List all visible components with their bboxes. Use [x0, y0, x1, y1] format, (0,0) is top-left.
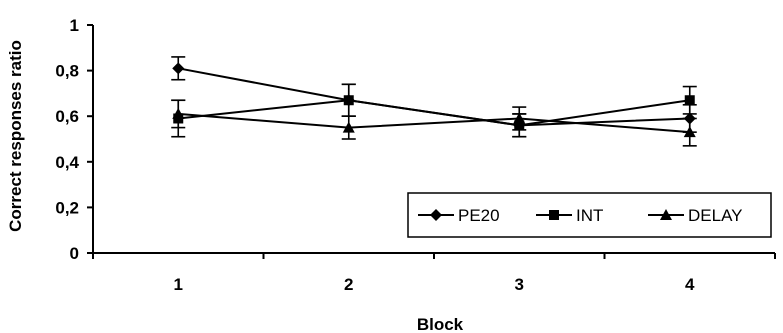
data-point — [172, 62, 185, 75]
x-tick-label: 4 — [685, 275, 695, 294]
x-tick-label: 2 — [344, 275, 353, 294]
series-pe20 — [171, 56, 697, 138]
x-ticks: 1 2 3 4 — [92, 253, 776, 294]
series-layer — [171, 56, 697, 147]
series-line — [178, 67, 690, 127]
series-line — [178, 112, 690, 134]
x-tick-label: 3 — [515, 275, 524, 294]
legend-marker — [430, 209, 442, 221]
series-delay — [171, 99, 697, 147]
x-tick-label: 1 — [174, 275, 183, 294]
y-tick-label: 0 — [70, 244, 79, 263]
legend-marker — [549, 210, 559, 220]
y-tick-label: 0,6 — [55, 107, 79, 126]
y-tick-label: 0,8 — [55, 62, 79, 81]
data-point — [513, 112, 526, 124]
legend-entry-int: INT — [536, 206, 603, 225]
legend-box — [407, 192, 772, 238]
series-line — [178, 99, 690, 127]
legend-label: DELAY — [688, 206, 743, 225]
data-point — [172, 107, 185, 119]
legend-label: INT — [576, 206, 603, 225]
plot-area: 0 0,2 0,4 0,6 0,8 1 1 2 3 4 — [55, 16, 776, 294]
legend-marker — [660, 209, 672, 220]
data-point — [683, 126, 696, 138]
y-tick-label: 1 — [70, 16, 79, 35]
legend: PE20 INT DELAY — [407, 192, 772, 238]
y-ticks: 0 0,2 0,4 0,6 0,8 1 — [55, 16, 93, 263]
data-point — [343, 95, 354, 106]
y-tick-label: 0,2 — [55, 198, 79, 217]
y-axis-title: Correct responses ratio — [6, 40, 25, 232]
series-int — [171, 83, 697, 138]
x-axis-title: Block — [417, 315, 464, 333]
y-tick-label: 0,4 — [55, 153, 79, 172]
legend-entry-delay: DELAY — [648, 206, 743, 225]
data-point — [684, 95, 695, 106]
legend-label: PE20 — [458, 206, 500, 225]
data-point — [342, 121, 355, 133]
legend-entry-pe20: PE20 — [418, 206, 500, 225]
legend-items: PE20 INT DELAY — [418, 206, 743, 225]
